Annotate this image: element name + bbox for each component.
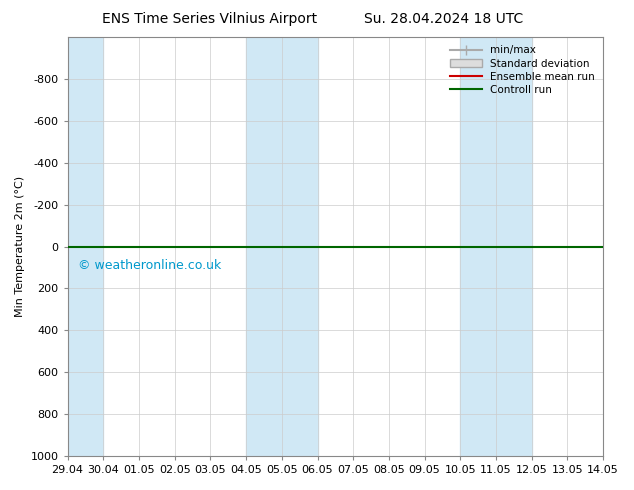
Text: © weatheronline.co.uk: © weatheronline.co.uk bbox=[78, 259, 221, 272]
Text: ENS Time Series Vilnius Airport: ENS Time Series Vilnius Airport bbox=[101, 12, 317, 26]
Legend: min/max, Standard deviation, Ensemble mean run, Controll run: min/max, Standard deviation, Ensemble me… bbox=[448, 42, 598, 98]
Bar bbox=[68, 37, 103, 456]
Bar bbox=[460, 37, 532, 456]
Y-axis label: Min Temperature 2m (°C): Min Temperature 2m (°C) bbox=[15, 176, 25, 317]
Text: Su. 28.04.2024 18 UTC: Su. 28.04.2024 18 UTC bbox=[364, 12, 524, 26]
Bar bbox=[246, 37, 318, 456]
